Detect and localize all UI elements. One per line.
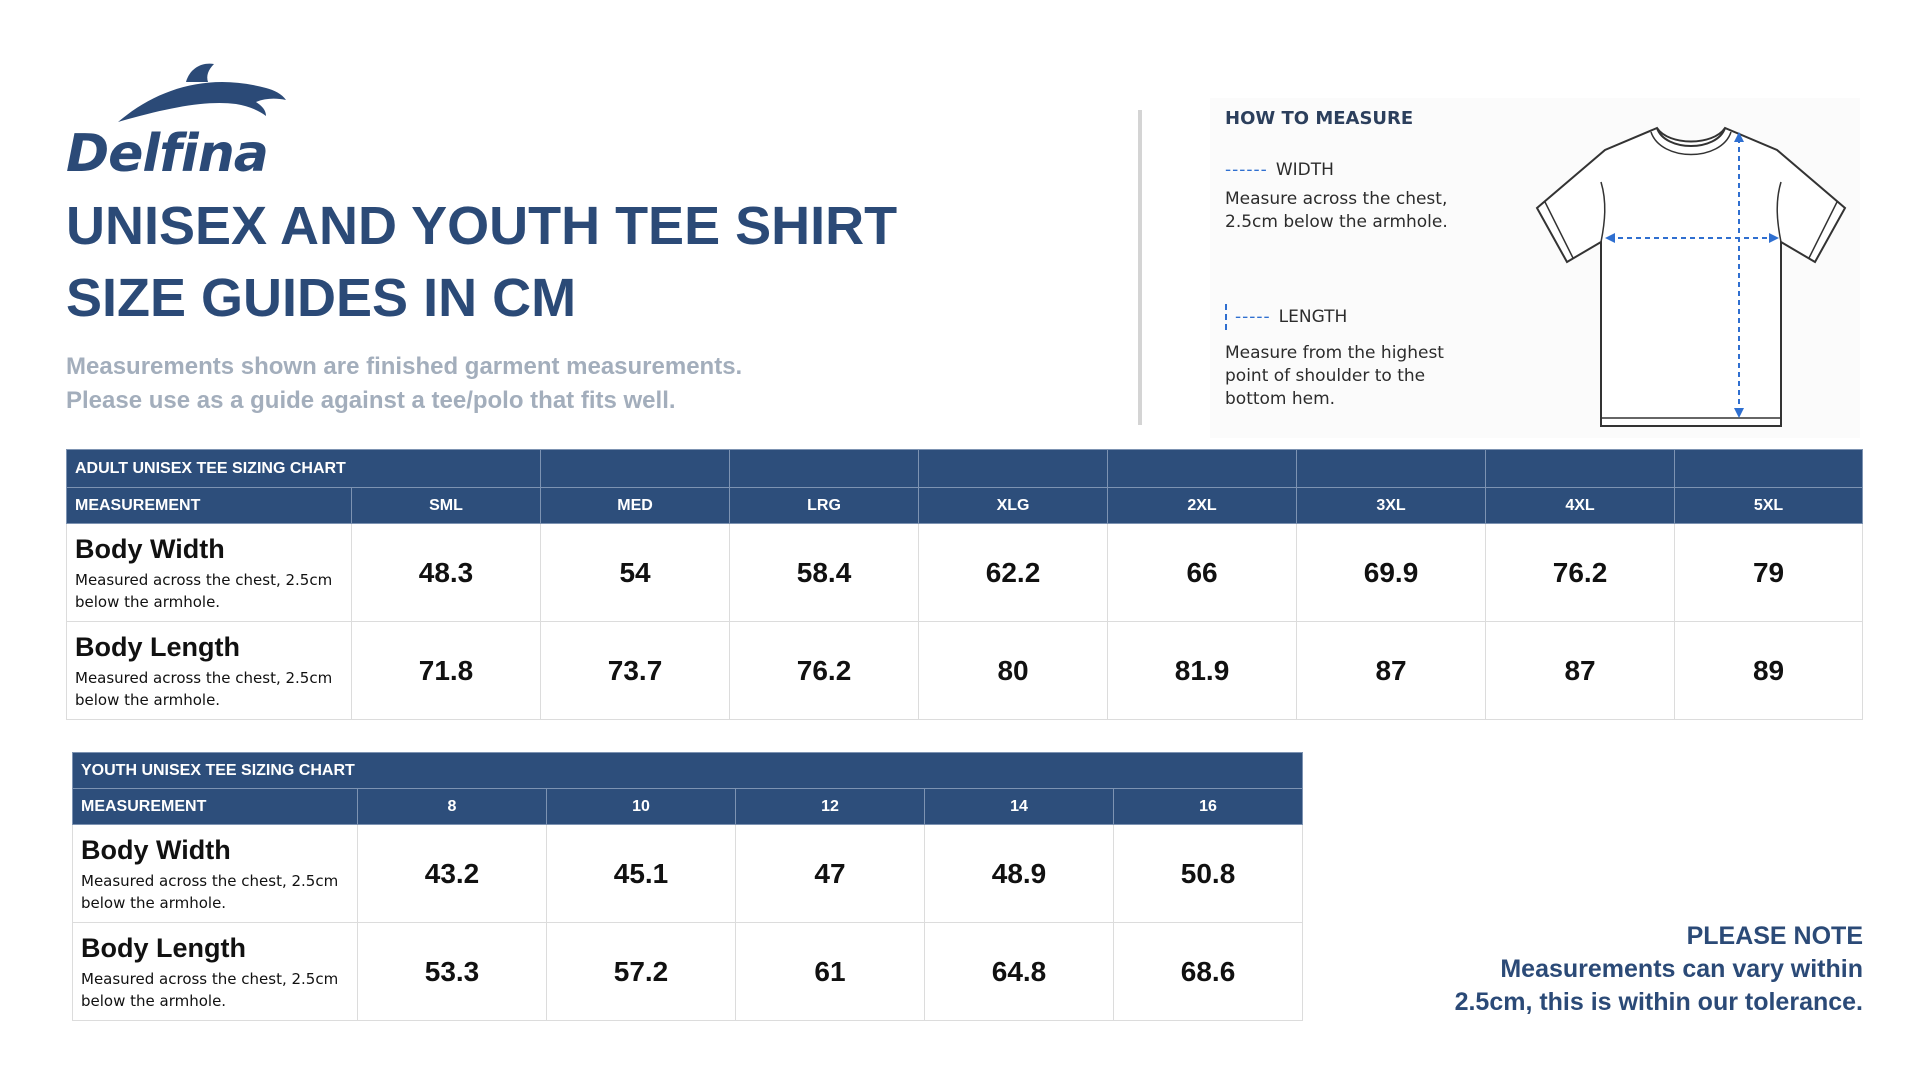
size-header: SML [350, 487, 542, 524]
row-label: Body Width [81, 834, 231, 865]
measurement-value: 48.3 [350, 523, 542, 622]
row-description: Measured across the chest, 2.5cm below t… [75, 570, 333, 611]
note-line-1: Measurements can vary within [1500, 955, 1863, 983]
size-header: 4XL [1485, 487, 1676, 524]
tshirt-diagram-icon [1535, 126, 1847, 427]
page-title-line-1: UNISEX AND YOUTH TEE SHIRT [66, 196, 898, 256]
measurement-value: 76.2 [729, 621, 920, 720]
horizontal-dash-icon: ------ [1225, 160, 1268, 180]
page-subtitle: Measurements shown are finished garment … [66, 350, 1066, 418]
page-title: UNISEX AND YOUTH TEE SHIRT SIZE GUIDES I… [66, 190, 1066, 334]
length-legend: ----- LENGTH [1225, 304, 1347, 330]
page-title-line-2: SIZE GUIDES IN CM [66, 268, 577, 328]
row-label: Body Width [75, 533, 225, 564]
size-header: XLG [918, 487, 1109, 524]
adult-table-title: ADULT UNISEX TEE SIZING CHART [65, 449, 542, 488]
measurement-value: 66 [1107, 523, 1298, 622]
measurement-value: 76.2 [1485, 523, 1676, 622]
measurement-header: MEASUREMENT [66, 487, 352, 524]
youth-table-title-row: YOUTH UNISEX TEE SIZING CHART [71, 752, 1304, 789]
size-header: 3XL [1296, 487, 1487, 524]
how-to-measure-title: HOW TO MEASURE [1225, 108, 1414, 129]
brand-name: Delfina [66, 124, 269, 184]
measurement-value: 80 [918, 621, 1109, 720]
row-label: Body Length [75, 631, 240, 662]
measurement-value: 87 [1485, 621, 1676, 720]
row-description: Measured across the chest, 2.5cm below t… [81, 969, 339, 1010]
size-header: 14 [924, 788, 1114, 825]
row-label-cell: Body Length Measured across the chest, 2… [72, 922, 358, 1021]
size-header: 2XL [1107, 487, 1298, 524]
row-label-cell: Body Width Measured across the chest, 2.… [66, 523, 352, 622]
measurement-value: 54 [540, 523, 731, 622]
measurement-value: 79 [1674, 523, 1864, 622]
youth-table-title: YOUTH UNISEX TEE SIZING CHART [71, 752, 1304, 789]
measurement-value: 87 [1296, 621, 1487, 720]
youth-sizing-table: YOUTH UNISEX TEE SIZING CHART MEASUREMEN… [71, 752, 1304, 1021]
measurement-value: 61 [735, 922, 925, 1021]
size-header: 12 [735, 788, 925, 825]
row-label-cell: Body Length Measured across the chest, 2… [66, 621, 352, 720]
subtitle-line-2: Please use as a guide against a tee/polo… [66, 387, 676, 414]
vertical-divider [1138, 110, 1142, 425]
width-description: Measure across the chest, 2.5cm below th… [1225, 189, 1448, 232]
size-header: 10 [546, 788, 736, 825]
note-title: PLEASE NOTE [1686, 922, 1863, 950]
size-header: 8 [357, 788, 547, 825]
adult-table-title-row: ADULT UNISEX TEE SIZING CHART [65, 449, 1864, 488]
tolerance-note: PLEASE NOTE Measurements can vary within… [1363, 920, 1863, 1019]
measurement-value: 48.9 [924, 824, 1114, 923]
size-header: MED [540, 487, 731, 524]
table-row: Body Length Measured across the chest, 2… [72, 922, 1304, 1021]
note-line-2: 2.5cm, this is within our tolerance. [1454, 988, 1863, 1016]
brand-logo: Delfina [66, 60, 306, 180]
measurement-header: MEASUREMENT [72, 788, 358, 825]
measurement-value: 53.3 [357, 922, 547, 1021]
width-label: WIDTH [1275, 160, 1334, 180]
measurement-value: 43.2 [357, 824, 547, 923]
youth-table-header-row: MEASUREMENT 8 10 12 14 16 [72, 788, 1304, 825]
measurement-value: 89 [1674, 621, 1864, 720]
measurement-value: 58.4 [729, 523, 920, 622]
measurement-value: 62.2 [918, 523, 1109, 622]
measurement-value: 64.8 [924, 922, 1114, 1021]
row-label-cell: Body Width Measured across the chest, 2.… [72, 824, 358, 923]
row-description: Measured across the chest, 2.5cm below t… [81, 871, 339, 912]
size-header: LRG [729, 487, 920, 524]
vertical-dash-icon [1225, 304, 1229, 330]
row-label: Body Length [81, 932, 246, 963]
size-header: 5XL [1674, 487, 1864, 524]
measurement-value: 71.8 [350, 621, 542, 720]
width-legend: ------ WIDTH [1225, 160, 1334, 180]
horizontal-dash-icon: ----- [1235, 307, 1271, 327]
table-row: Body Width Measured across the chest, 2.… [66, 523, 1864, 622]
measurement-value: 73.7 [540, 621, 731, 720]
measurement-value: 57.2 [546, 922, 736, 1021]
length-description: Measure from the highest point of should… [1225, 343, 1444, 409]
table-row: Body Length Measured across the chest, 2… [66, 621, 1864, 720]
length-label: LENGTH [1278, 307, 1348, 327]
row-description: Measured across the chest, 2.5cm below t… [75, 668, 333, 709]
size-header: 16 [1112, 788, 1304, 825]
adult-sizing-table: ADULT UNISEX TEE SIZING CHART MEASUREMEN… [65, 449, 1864, 720]
measurement-value: 68.6 [1112, 922, 1304, 1021]
how-to-measure-panel: HOW TO MEASURE ------ WIDTH Measure acros… [1210, 98, 1860, 438]
measurement-value: 81.9 [1107, 621, 1298, 720]
dolphin-icon [118, 63, 286, 122]
adult-table-header-row: MEASUREMENT SML MED LRG XLG 2XL 3XL 4XL … [66, 487, 1864, 524]
subtitle-line-1: Measurements shown are finished garment … [66, 353, 743, 380]
table-row: Body Width Measured across the chest, 2.… [72, 824, 1304, 923]
measurement-value: 45.1 [546, 824, 736, 923]
measurement-value: 50.8 [1112, 824, 1304, 923]
measurement-value: 47 [735, 824, 925, 923]
measurement-value: 69.9 [1296, 523, 1487, 622]
